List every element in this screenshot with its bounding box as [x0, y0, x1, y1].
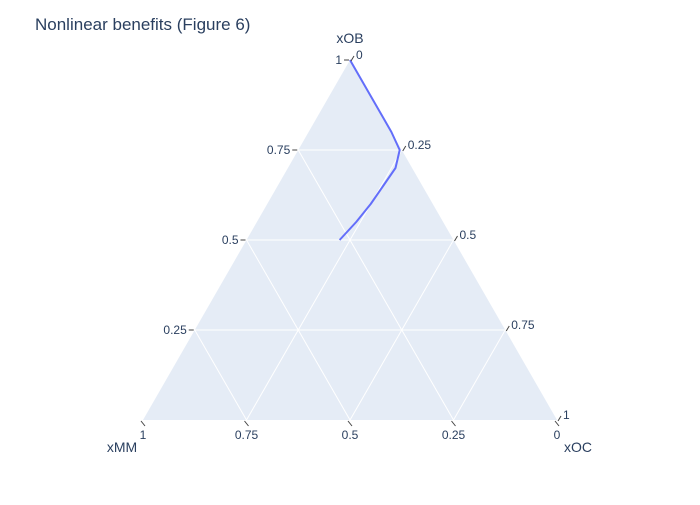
tick-label-xmm: 0.75 [235, 428, 259, 442]
tick-label-xoc: 0.25 [408, 138, 432, 152]
tick-label-xoc: 0 [356, 48, 363, 62]
grid-line-xmm [297, 149, 454, 421]
grid-line-xmm [194, 329, 247, 421]
tick-mark-xmm [451, 420, 456, 427]
axis-title-xmm: xMM [107, 439, 137, 455]
axis-title-xob: xOB [336, 30, 363, 46]
tick-mark-xoc [454, 235, 458, 242]
tick-mark-xmm [347, 420, 353, 427]
tick-label-xob: 0.5 [222, 233, 239, 247]
axis-title-xoc: xOC [564, 439, 592, 455]
tick-label-xoc: 0.75 [511, 318, 535, 332]
grid-line-xoc [453, 329, 506, 421]
tick-mark-xmm [554, 420, 560, 427]
tick-mark-xmm [244, 420, 249, 427]
tick-label-xmm: 1 [140, 428, 147, 442]
tick-label-xoc: 1 [563, 408, 570, 422]
plot-area [143, 60, 557, 421]
tick-label-xmm: 0 [554, 428, 561, 442]
tick-mark-xoc [402, 145, 407, 152]
series-layer [338, 59, 401, 241]
tick-mark-xmm [140, 420, 146, 427]
grid-line-xoc [349, 239, 454, 421]
tick-label-xoc: 0.5 [460, 228, 477, 242]
tick-label-xmm: 0.25 [442, 428, 466, 442]
tick-mark-xoc [557, 415, 562, 422]
tick-label-xmm: 0.5 [342, 428, 359, 442]
tick-label-xob: 1 [335, 53, 342, 67]
tick-label-xob: 0.75 [267, 143, 291, 157]
tick-mark-xoc [505, 325, 510, 332]
chart-title: Nonlinear benefits (Figure 6) [35, 15, 250, 34]
series-line [338, 59, 401, 241]
grid-line-xmm [246, 239, 351, 421]
tick-mark-xoc [350, 55, 355, 62]
tick-label-xob: 0.25 [163, 323, 187, 337]
